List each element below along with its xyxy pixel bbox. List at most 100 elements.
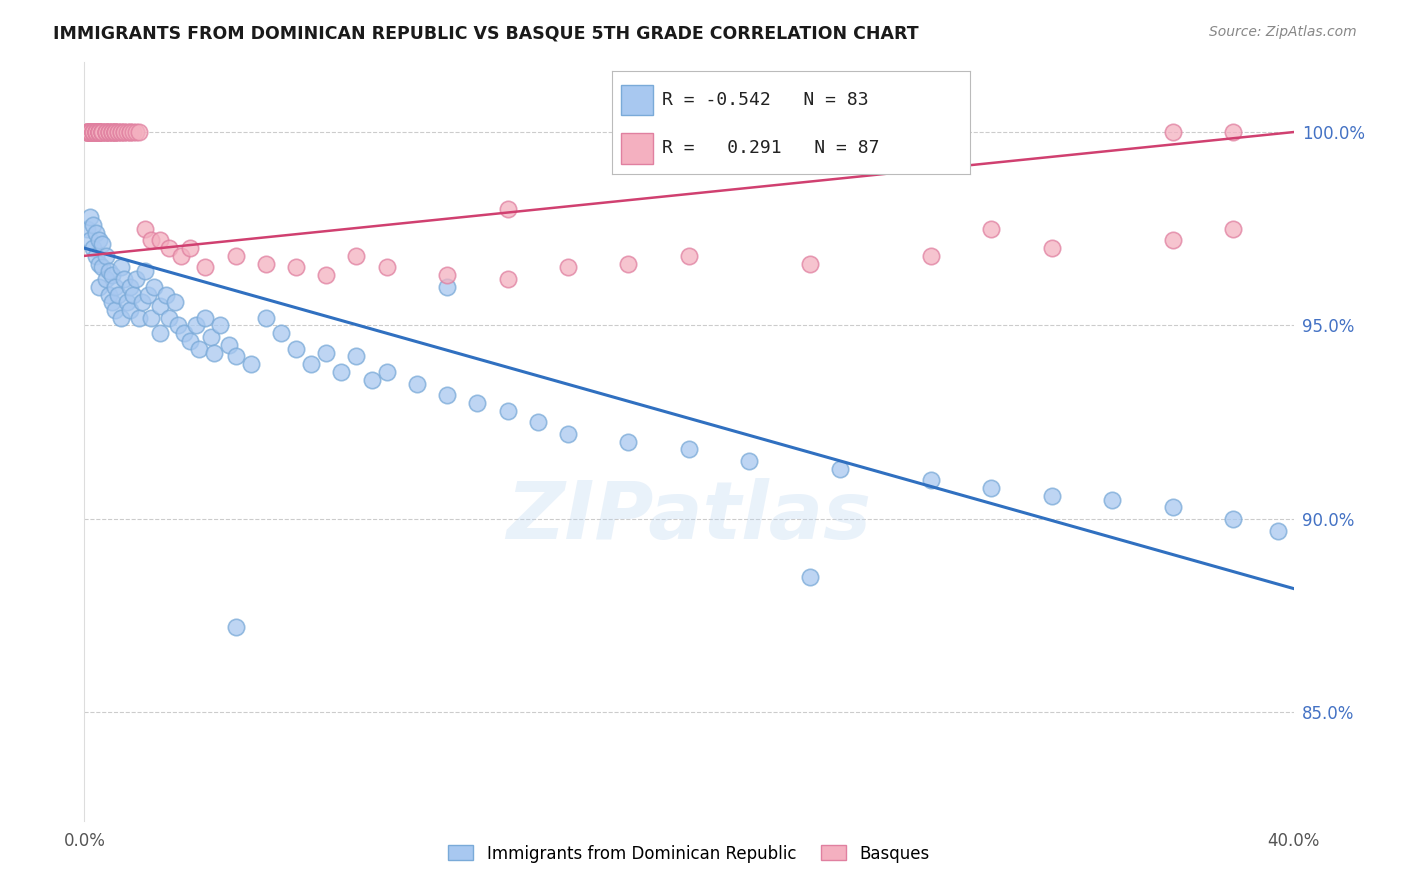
Bar	[620, 133, 652, 163]
Point	[139, 310, 162, 325]
Text: IMMIGRANTS FROM DOMINICAN REPUBLIC VS BASQUE 5TH GRADE CORRELATION CHART: IMMIGRANTS FROM DOMINICAN REPUBLIC VS BA…	[53, 25, 920, 43]
Point	[1222, 221, 1244, 235]
Point	[79, 125, 101, 139]
Point	[79, 125, 101, 139]
Point	[82, 125, 104, 139]
Point	[225, 620, 247, 634]
Legend: Immigrants from Dominican Republic, Basques: Immigrants from Dominican Republic, Basq…	[441, 838, 936, 869]
Point	[157, 310, 180, 325]
Point	[134, 221, 156, 235]
Point	[100, 295, 122, 310]
Point	[330, 365, 353, 379]
Point	[76, 125, 98, 139]
Point	[89, 125, 111, 139]
Point	[86, 125, 108, 139]
Point	[436, 268, 458, 283]
Point	[82, 125, 104, 139]
Point	[118, 125, 141, 139]
Point	[76, 221, 98, 235]
Point	[738, 454, 761, 468]
Point	[82, 218, 104, 232]
Point	[254, 257, 277, 271]
Point	[1267, 524, 1289, 538]
Point	[82, 241, 104, 255]
Point	[225, 350, 247, 364]
Point	[91, 125, 114, 139]
Point	[617, 434, 640, 449]
Point	[94, 125, 117, 139]
Point	[76, 125, 98, 139]
Point	[557, 426, 579, 441]
Point	[121, 125, 143, 139]
Point	[121, 287, 143, 301]
Point	[920, 249, 942, 263]
Point	[91, 260, 114, 275]
Point	[82, 125, 104, 139]
Point	[115, 125, 138, 139]
Point	[678, 442, 700, 457]
Point	[91, 125, 114, 139]
Point	[86, 125, 108, 139]
Point	[1040, 241, 1063, 255]
Point	[125, 272, 148, 286]
Point	[110, 310, 132, 325]
Point	[285, 260, 308, 275]
Point	[170, 249, 193, 263]
Point	[360, 373, 382, 387]
Point	[86, 125, 108, 139]
Point	[194, 310, 217, 325]
Point	[89, 125, 111, 139]
Point	[496, 202, 519, 217]
Text: Source: ZipAtlas.com: Source: ZipAtlas.com	[1209, 25, 1357, 39]
Point	[186, 318, 208, 333]
Point	[218, 338, 240, 352]
Point	[104, 125, 127, 139]
Point	[1040, 489, 1063, 503]
Text: R = -0.542   N = 83: R = -0.542 N = 83	[662, 91, 869, 109]
Point	[107, 287, 129, 301]
Point	[86, 125, 108, 139]
Point	[104, 125, 127, 139]
Point	[920, 473, 942, 487]
Point	[82, 125, 104, 139]
Point	[79, 125, 101, 139]
Point	[118, 280, 141, 294]
Point	[173, 326, 195, 341]
Point	[94, 125, 117, 139]
Point	[97, 125, 120, 139]
Point	[136, 287, 159, 301]
Point	[830, 461, 852, 475]
Point	[110, 125, 132, 139]
Point	[97, 125, 120, 139]
Point	[91, 237, 114, 252]
Point	[270, 326, 292, 341]
Point	[346, 249, 368, 263]
Point	[496, 403, 519, 417]
Point	[209, 318, 232, 333]
Point	[104, 125, 127, 139]
Point	[188, 342, 211, 356]
Point	[100, 268, 122, 283]
Point	[110, 125, 132, 139]
Point	[125, 125, 148, 139]
Point	[107, 125, 129, 139]
Point	[315, 345, 337, 359]
Point	[115, 295, 138, 310]
Point	[100, 125, 122, 139]
Point	[1161, 233, 1184, 247]
Text: ZIPatlas: ZIPatlas	[506, 478, 872, 557]
Point	[89, 257, 111, 271]
Point	[167, 318, 190, 333]
Point	[375, 365, 398, 379]
Point	[76, 125, 98, 139]
Point	[86, 226, 108, 240]
Point	[142, 280, 165, 294]
Point	[89, 125, 111, 139]
Point	[799, 257, 821, 271]
Point	[285, 342, 308, 356]
Point	[94, 249, 117, 263]
Point	[82, 125, 104, 139]
Point	[557, 260, 579, 275]
Point	[467, 396, 489, 410]
Point	[131, 295, 153, 310]
